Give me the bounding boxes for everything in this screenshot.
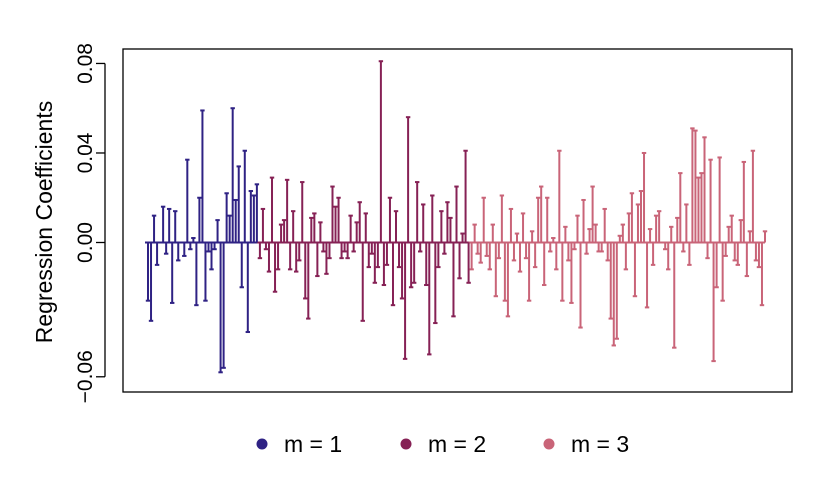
y-axis-title: Regression Coefficients [31, 101, 57, 343]
y-tick-label: 0.04 [74, 132, 97, 173]
y-tick-label: 0.08 [74, 43, 97, 84]
coefficient-spikes [145, 60, 768, 374]
y-tick-label: 0.00 [74, 222, 97, 263]
legend-label: m = 3 [571, 431, 629, 457]
legend-label: m = 1 [284, 431, 342, 457]
plot-border [122, 48, 793, 393]
legend-label: m = 2 [428, 431, 486, 457]
y-axis: −0.06 0.00 0.04 0.08 [74, 43, 106, 403]
legend: m = 1 m = 2 m = 3 [256, 431, 629, 457]
y-tick-label: −0.06 [74, 350, 97, 403]
legend-marker [543, 438, 555, 450]
legend-marker [400, 438, 412, 450]
legend-marker [256, 438, 268, 450]
